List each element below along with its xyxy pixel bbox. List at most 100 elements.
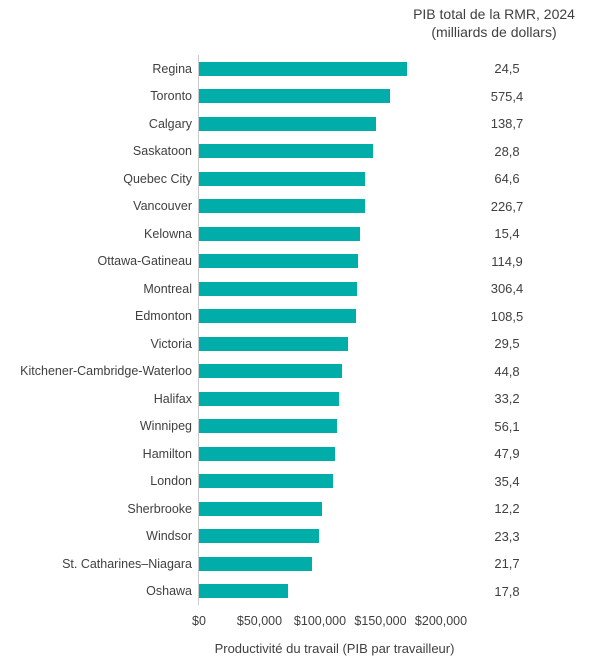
right-column-header-line2: (milliards de dollars) <box>431 24 557 41</box>
productivity-bar <box>199 556 313 571</box>
bar-track <box>198 247 469 275</box>
category-label: Toronto <box>150 89 192 104</box>
productivity-bar <box>199 364 343 379</box>
bar-track <box>198 577 469 605</box>
productivity-bar <box>199 474 334 489</box>
chart-row: St. Catharines–Niagara 21,7 <box>0 550 604 578</box>
category-label: St. Catharines–Niagara <box>62 556 192 571</box>
category-label: Calgary <box>148 116 192 131</box>
gdp-value-label: 21,7 <box>494 556 520 572</box>
gdp-value-label: 17,8 <box>494 583 520 599</box>
bar-track <box>198 55 469 83</box>
gdp-value-label: 138,7 <box>490 116 524 132</box>
category-label: Kitchener-Cambridge-Waterloo <box>20 364 192 379</box>
bar-track <box>198 440 469 468</box>
chart-row: Regina 24,5 <box>0 55 604 83</box>
chart-row: London 35,4 <box>0 467 604 495</box>
bar-track <box>198 137 469 165</box>
chart-row: Hamilton 47,9 <box>0 440 604 468</box>
productivity-bar <box>199 226 360 241</box>
chart-row: Toronto 575,4 <box>0 82 604 110</box>
chart-row: Quebec City 64,6 <box>0 165 604 193</box>
gdp-value-label: 23,3 <box>494 528 520 544</box>
productivity-bar <box>199 529 320 544</box>
productivity-bar <box>199 584 288 599</box>
chart-row: Victoria 29,5 <box>0 330 604 358</box>
category-label: Saskatoon <box>132 144 192 159</box>
gdp-value-label: 108,5 <box>490 308 524 324</box>
x-axis-tick-label: $50,000 <box>236 614 283 628</box>
gdp-value-label: 56,1 <box>494 418 520 434</box>
bar-track <box>198 302 469 330</box>
x-axis-ticks: $0 $50,000 $100,000 $150,000 $200,000 <box>192 614 470 630</box>
productivity-bar <box>199 419 337 434</box>
productivity-bar <box>199 89 391 104</box>
productivity-bar <box>199 391 340 406</box>
bar-track <box>198 192 469 220</box>
productivity-bar <box>199 446 335 461</box>
productivity-bar <box>199 281 357 296</box>
gdp-value-label: 44,8 <box>494 363 520 379</box>
category-label: Montreal <box>143 281 192 296</box>
bar-track <box>198 467 469 495</box>
x-axis-tick-label: $150,000 <box>354 614 407 628</box>
chart-row: Ottawa-Gatineau 114,9 <box>0 247 604 275</box>
gdp-value-label: 226,7 <box>490 198 524 214</box>
bar-track <box>198 495 469 523</box>
gdp-value-label: 47,9 <box>494 446 520 462</box>
gdp-value-label: 575,4 <box>490 88 524 104</box>
chart-row: Winnipeg 56,1 <box>0 412 604 440</box>
category-label: Kelowna <box>144 226 192 241</box>
category-label: Ottawa-Gatineau <box>97 254 193 269</box>
chart-row: Halifax 33,2 <box>0 385 604 413</box>
bar-track <box>198 412 469 440</box>
chart-rows: Regina 24,5 Toronto 575,4 Calgary 138,7 … <box>0 55 604 605</box>
bar-track <box>198 522 469 550</box>
gdp-value-label: 306,4 <box>490 281 524 297</box>
gdp-value-label: 15,4 <box>494 226 520 242</box>
chart-row: Oshawa 17,8 <box>0 577 604 605</box>
chart-row: Montreal 306,4 <box>0 275 604 303</box>
category-label: Quebec City <box>123 171 192 186</box>
gdp-value-label: 29,5 <box>494 336 520 352</box>
gdp-value-label: 12,2 <box>494 501 520 517</box>
bar-track <box>198 275 469 303</box>
bar-track <box>198 165 469 193</box>
chart-row: Edmonton 108,5 <box>0 302 604 330</box>
category-label: London <box>150 474 192 489</box>
category-label: Windsor <box>146 529 192 544</box>
category-label: Victoria <box>150 336 192 351</box>
bar-track <box>198 550 469 578</box>
gdp-value-label: 24,5 <box>494 61 520 77</box>
category-label: Regina <box>152 61 192 76</box>
chart-row: Vancouver 226,7 <box>0 192 604 220</box>
chart-row: Sherbrooke 12,2 <box>0 495 604 523</box>
productivity-bar <box>199 199 366 214</box>
chart-row: Kelowna 15,4 <box>0 220 604 248</box>
productivity-bar <box>199 116 376 131</box>
bar-track <box>198 220 469 248</box>
productivity-bar <box>199 309 357 324</box>
bar-track <box>198 110 469 138</box>
gdp-value-label: 28,8 <box>494 143 520 159</box>
x-axis-tick-label: $100,000 <box>293 614 347 628</box>
gdp-value-label: 35,4 <box>494 473 520 489</box>
bar-track <box>198 82 469 110</box>
chart-row: Saskatoon 28,8 <box>0 137 604 165</box>
bar-track <box>198 357 469 385</box>
productivity-bar <box>199 254 358 269</box>
x-axis-tick-label: $0 <box>192 614 206 628</box>
category-label: Halifax <box>153 391 192 406</box>
category-label: Winnipeg <box>139 419 192 434</box>
productivity-bar <box>199 336 349 351</box>
category-label: Hamilton <box>142 446 192 461</box>
gdp-value-label: 64,6 <box>494 171 520 187</box>
right-column-header: PIB total de la RMR, 2024 (milliards de … <box>392 5 596 42</box>
category-label: Sherbrooke <box>127 501 192 516</box>
productivity-bar <box>199 144 374 159</box>
x-axis-title: Productivité du travail (PIB par travail… <box>214 641 455 656</box>
chart-row: Kitchener-Cambridge-Waterloo 44,8 <box>0 357 604 385</box>
chart-row: Calgary 138,7 <box>0 110 604 138</box>
gdp-value-label: 114,9 <box>491 253 523 269</box>
